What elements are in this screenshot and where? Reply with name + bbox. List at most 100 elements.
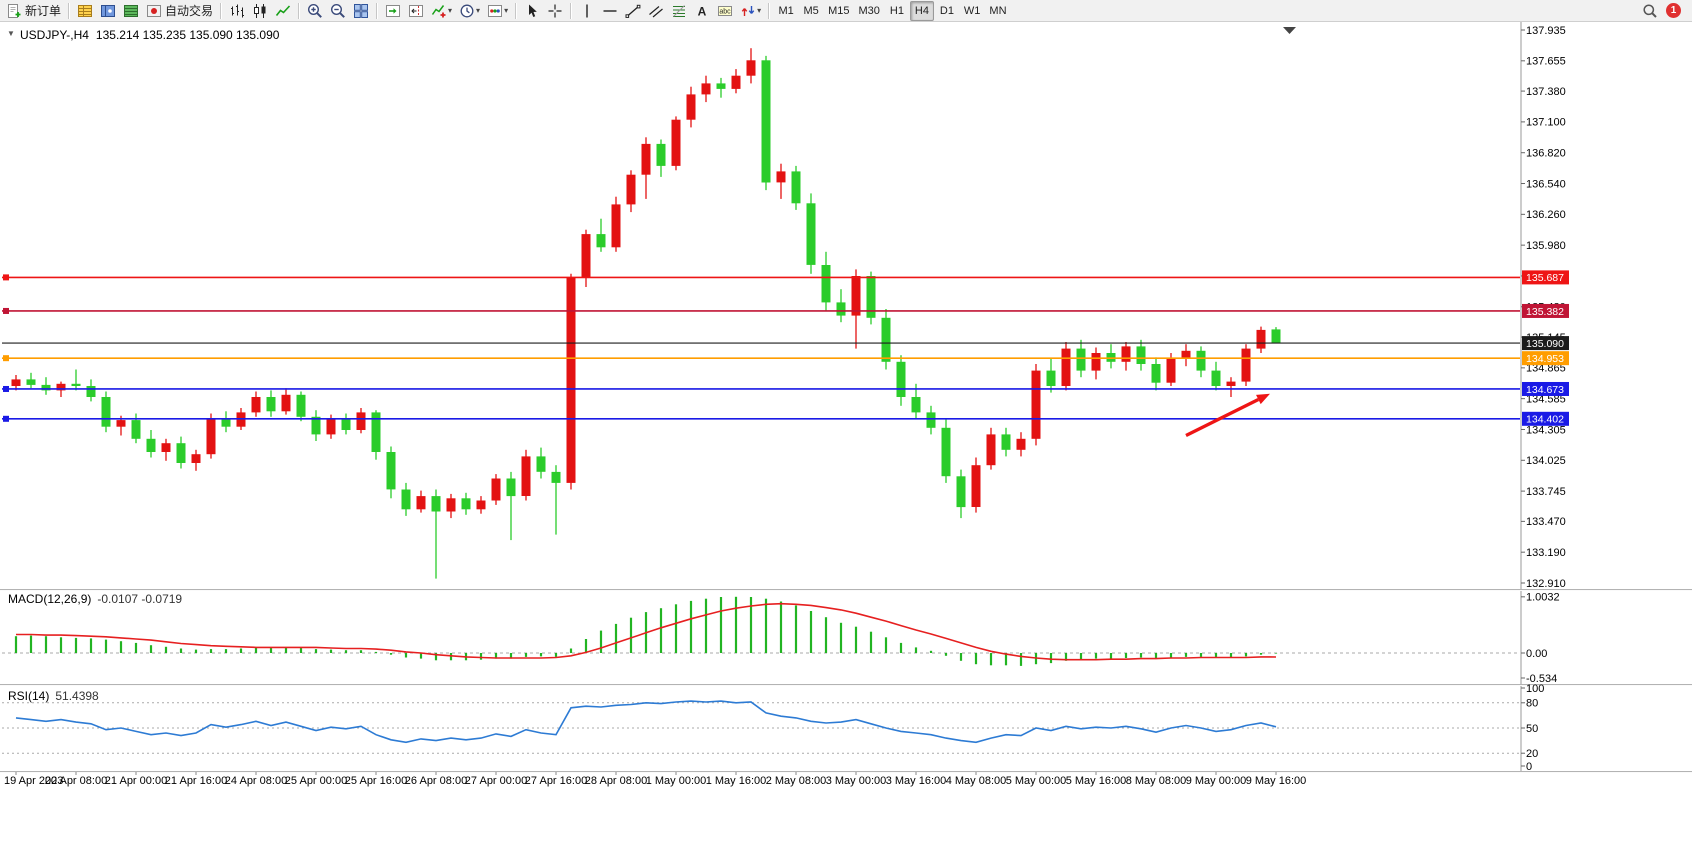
timeframe-m30-button[interactable]: M30: [858, 4, 880, 17]
periods-button[interactable]: ▾: [456, 1, 483, 21]
candle: [461, 498, 471, 510]
resistance-line-2[interactable]: [2, 307, 1520, 314]
terminal-button[interactable]: [120, 1, 142, 21]
vertical-line-button[interactable]: [576, 1, 598, 21]
candle: [1091, 353, 1101, 371]
svg-text:21 Apr 00:00: 21 Apr 00:00: [105, 775, 167, 787]
bar-chart-button[interactable]: [226, 1, 248, 21]
resistance-line-1-anchor[interactable]: [3, 274, 9, 281]
timeframe-m15-button[interactable]: M15: [828, 4, 850, 17]
candle: [761, 60, 771, 183]
rsi-panel: 100 80 50 200: [2, 683, 1544, 773]
zoom-out-button[interactable]: [327, 1, 349, 21]
svg-text:50: 50: [1526, 723, 1538, 735]
text-label-button[interactable]: abc: [714, 1, 736, 21]
resistance-line-1-price-badge: 135.687: [1522, 270, 1569, 285]
navigator-icon: [101, 4, 116, 17]
tile-windows-button[interactable]: [350, 1, 372, 21]
timeframe-d1-button[interactable]: D1: [939, 4, 954, 17]
support-line-2[interactable]: [2, 415, 1520, 422]
candle: [686, 94, 696, 120]
trendline-button[interactable]: [622, 1, 644, 21]
timeframe-m1-button[interactable]: M1: [778, 4, 794, 17]
zoom-in-button[interactable]: [304, 1, 326, 21]
candlestick-button[interactable]: [249, 1, 271, 21]
chart-background: [0, 22, 1692, 853]
horizontal-line-button[interactable]: [599, 1, 621, 21]
cursor-button[interactable]: [521, 1, 543, 21]
trend-arrow[interactable]: [1185, 393, 1270, 438]
svg-text:80: 80: [1526, 698, 1538, 710]
svg-text:134.865: 134.865: [1526, 363, 1566, 375]
toolbar-separator: [220, 2, 223, 19]
support-line-2-price-badge: 134.402: [1522, 411, 1569, 426]
candle: [821, 265, 831, 303]
candle: [536, 456, 546, 472]
candle: [881, 317, 891, 362]
horizontal-line-icon: [603, 9, 617, 12]
svg-text:2 May 08:00: 2 May 08:00: [766, 775, 827, 787]
candle: [1211, 370, 1221, 386]
candle: [491, 478, 501, 501]
candle: [896, 361, 906, 397]
channel-button[interactable]: [645, 1, 667, 21]
svg-text:9 May 16:00: 9 May 16:00: [1246, 775, 1307, 787]
candle: [56, 383, 66, 391]
candle: [1031, 370, 1041, 439]
candle: [851, 276, 861, 316]
templates-button[interactable]: ▾: [484, 1, 511, 21]
navigator-button[interactable]: [97, 1, 119, 21]
candle: [416, 496, 426, 510]
candle: [326, 419, 336, 435]
autotrading-button-label: 自动交易: [165, 4, 214, 18]
mid-line-price-badge: 134.953: [1522, 351, 1569, 366]
support-line-1-anchor[interactable]: [3, 385, 9, 392]
market-watch-button[interactable]: [74, 1, 96, 21]
svg-text:25 Apr 00:00: 25 Apr 00:00: [285, 775, 347, 787]
chart-shift-button[interactable]: [405, 1, 427, 21]
candle: [41, 384, 51, 391]
timeframe-h4-button[interactable]: H4: [909, 0, 934, 21]
candle: [1151, 364, 1161, 383]
new-order-button[interactable]: 新订单: [3, 1, 64, 21]
crosshair-button[interactable]: [544, 1, 566, 21]
auto-scroll-button[interactable]: [382, 1, 404, 21]
svg-text:24 Apr 08:00: 24 Apr 08:00: [225, 775, 287, 787]
mid-line-anchor[interactable]: [3, 355, 9, 362]
candle: [956, 476, 966, 508]
search-button[interactable]: [1639, 1, 1661, 21]
candle: [1256, 329, 1266, 349]
candle: [866, 276, 876, 318]
svg-text:134.585: 134.585: [1526, 393, 1566, 405]
svg-text:20 Apr 08:00: 20 Apr 08:00: [45, 775, 107, 787]
text-button[interactable]: A: [691, 1, 713, 21]
resistance-line-1[interactable]: [2, 274, 1520, 281]
notification-badge[interactable]: 1: [1666, 3, 1681, 18]
mid-line[interactable]: [2, 355, 1520, 362]
fibonacci-button[interactable]: [668, 1, 690, 21]
support-line-2-anchor[interactable]: [3, 415, 9, 422]
candle: [296, 394, 306, 417]
timeframe-mn-button[interactable]: MN: [989, 4, 1007, 17]
indicators-button[interactable]: ▾: [428, 1, 455, 21]
auto-scroll-icon: [386, 4, 401, 17]
timeframe-w1-button[interactable]: W1: [963, 4, 981, 17]
resistance-line-2-price-badge: 135.382: [1522, 303, 1569, 318]
terminal-icon: [124, 4, 139, 17]
candle: [221, 419, 231, 427]
candle: [626, 174, 636, 205]
resistance-line-2-anchor[interactable]: [3, 307, 9, 314]
timeframe-h1-button[interactable]: H1: [889, 4, 904, 17]
price-axis[interactable]: 137.935 137.655 137.380 137.100 136.820 136.5…: [1520, 22, 1569, 771]
arrows-button[interactable]: ▾: [737, 1, 764, 21]
dropdown-caret-icon: ▾: [757, 6, 762, 15]
autotrading-button[interactable]: 自动交易: [143, 1, 216, 21]
svg-text:133.190: 133.190: [1526, 547, 1566, 559]
candle: [251, 397, 261, 413]
support-line-1[interactable]: [2, 385, 1520, 392]
svg-text:3 May 16:00: 3 May 16:00: [886, 775, 947, 787]
timeframe-m5-button[interactable]: M5: [803, 4, 819, 17]
line-chart-button[interactable]: [272, 1, 294, 21]
chart-area[interactable]: 137.935 137.655 137.380 137.100 136.820 136.5…: [0, 22, 1692, 853]
